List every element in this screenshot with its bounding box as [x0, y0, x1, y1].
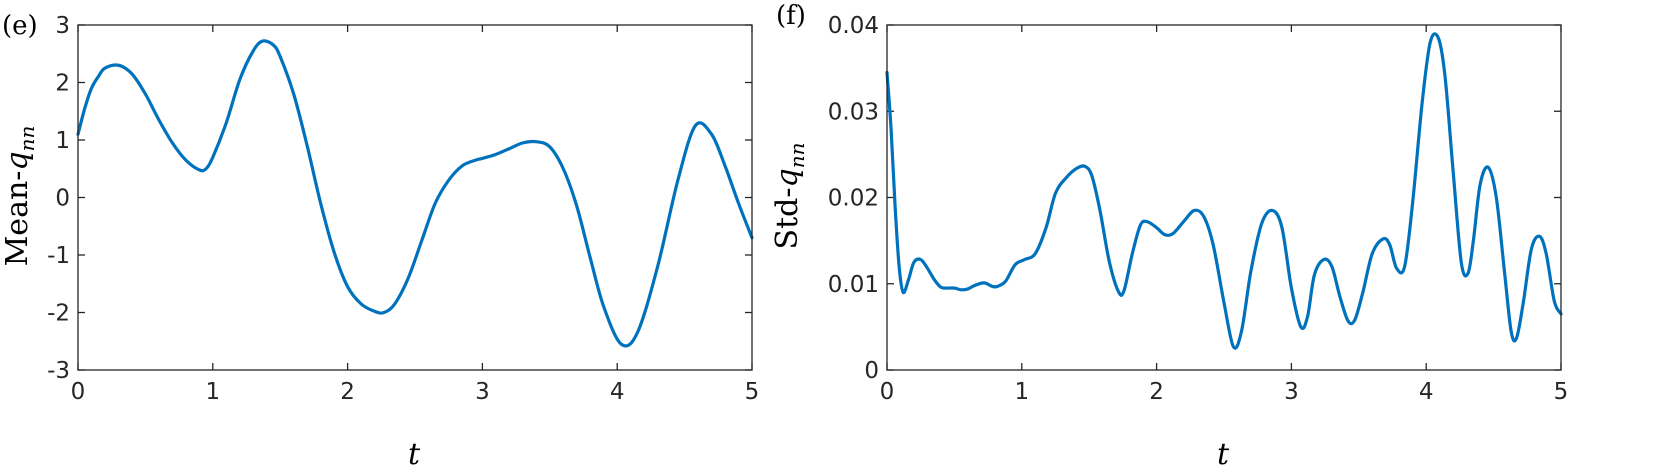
chart-panel-e: (e) t Mean-qnn 0 1 2 3 4 5 -3 -2 -1 0 1 2 3	[0, 11, 759, 471]
y-tick-label: -1	[47, 243, 70, 269]
x-axis-label: t	[1217, 437, 1230, 471]
tick-group: 0 1 2 3 4 5 -3 -2 -1 0 1 2 3	[47, 13, 759, 405]
tick-group: 0 1 2 3 4 5 0 0.01 0.02 0.03 0.04	[828, 13, 1569, 405]
x-tick-label: 5	[745, 379, 760, 405]
x-tick-label: 3	[475, 379, 490, 405]
x-tick-label: 1	[205, 379, 220, 405]
x-tick-label: 0	[880, 379, 895, 405]
x-tick-label: 3	[1284, 379, 1299, 405]
series-line-mean	[76, 39, 754, 348]
y-axis-label: Std-qnn	[770, 143, 809, 250]
x-tick-label: 0	[71, 379, 86, 405]
series-line-std	[885, 32, 1563, 350]
y-tick-label: -2	[47, 301, 70, 327]
x-tick-label: 2	[340, 379, 355, 405]
x-tick-label: 5	[1554, 379, 1569, 405]
y-tick-label: 0	[864, 358, 879, 384]
axes-box	[77, 24, 753, 371]
panel-label: (e)	[2, 11, 38, 41]
x-tick-label: 1	[1014, 379, 1029, 405]
y-tick-label: 0.02	[828, 186, 879, 212]
x-axis-label: t	[408, 437, 421, 471]
x-tick-label: 4	[1419, 379, 1434, 405]
y-tick-label: 0.01	[828, 272, 879, 298]
y-tick-label: -3	[47, 358, 70, 384]
y-tick-label: 1	[55, 128, 70, 154]
axes-box	[886, 24, 1562, 371]
y-axis-label: Mean-qnn	[0, 126, 39, 267]
x-tick-label: 4	[610, 379, 625, 405]
x-tick-label: 2	[1149, 379, 1164, 405]
chart-panel-f: (f) t Std-qnn 0 1 2 3 4 5 0 0.01 0.02 0.03 0.04	[770, 1, 1568, 471]
y-tick-label: 0	[55, 186, 70, 212]
panel-label: (f)	[776, 1, 806, 31]
y-tick-label: 0.04	[828, 13, 879, 39]
y-tick-label: 3	[55, 13, 70, 39]
y-tick-label: 0.03	[828, 99, 879, 125]
y-tick-label: 2	[55, 71, 70, 97]
